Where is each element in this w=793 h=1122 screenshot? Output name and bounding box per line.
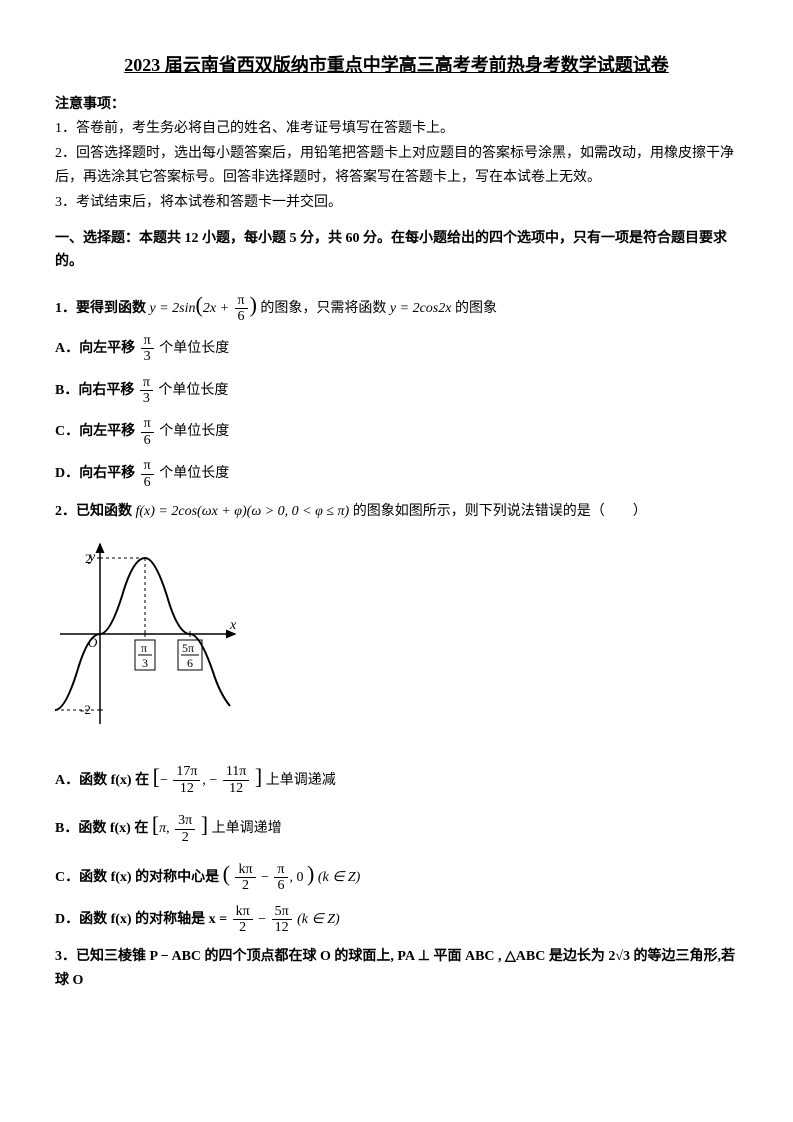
svg-text:5π: 5π [182,641,194,655]
instructions-header: 注意事项： [55,93,738,117]
question-3: 3．已知三棱锥 P − ABC 的四个顶点都在球 O 的球面上, PA ⊥ 平面… [55,945,738,993]
q1-option-a: A．向左平移 π3 个单位长度 [55,333,738,365]
instructions-block: 注意事项： 1．答卷前，考生务必将自己的姓名、准考证号填写在答题卡上。 2．回答… [55,93,738,215]
q1-text: 1．要得到函数 y = 2sin(2x + π6) 的图象，只需将函数 y = … [55,286,738,325]
q1-option-c: C．向左平移 π6 个单位长度 [55,416,738,448]
q2-option-a: A．函数 f(x) 在 [− 17π12, − 11π12 ] 上单调递减 [55,758,738,797]
section-header: 一、选择题：本题共 12 小题，每小题 5 分，共 60 分。在每小题给出的四个… [55,227,738,275]
question-1: 1．要得到函数 y = 2sin(2x + π6) 的图象，只需将函数 y = … [55,286,738,490]
instruction-item: 1．答卷前，考生务必将自己的姓名、准考证号填写在答题卡上。 [55,117,738,141]
q2-option-c: C．函数 f(x) 的对称中心是 ( kπ2 − π6, 0 ) (k ∈ Z) [55,855,738,894]
svg-text:x: x [229,618,237,633]
q2-option-b: B．函数 f(x) 在 [π, 3π2 ] 上单调递增 [55,806,738,845]
svg-text:2: 2 [85,551,92,566]
svg-text:3: 3 [142,656,148,670]
q1-option-b: B．向右平移 π3 个单位长度 [55,375,738,407]
instruction-item: 2．回答选择题时，选出每小题答案后，用铅笔把答题卡上对应题目的答案标号涂黑，如需… [55,142,738,190]
q1-option-d: D．向右平移 π6 个单位长度 [55,458,738,490]
svg-text:π: π [141,641,147,655]
q2-text: 2．已知函数 f(x) = 2cos(ωx + φ)(ω > 0, 0 < φ … [55,500,738,524]
instruction-item: 3．考试结束后，将本试卷和答题卡一并交回。 [55,191,738,215]
q2-graph: y x O 2 -2 π 3 5π 6 [55,534,738,743]
svg-text:6: 6 [187,656,193,670]
q3-text: 3．已知三棱锥 P − ABC 的四个顶点都在球 O 的球面上, PA ⊥ 平面… [55,945,738,993]
q2-option-d: D．函数 f(x) 的对称轴是 x = kπ2 − 5π12 (k ∈ Z) [55,904,738,936]
exam-title: 2023 届云南省西双版纳市重点中学高三高考考前热身考数学试题试卷 [55,50,738,81]
question-2: 2．已知函数 f(x) = 2cos(ωx + φ)(ω > 0, 0 < φ … [55,500,738,935]
